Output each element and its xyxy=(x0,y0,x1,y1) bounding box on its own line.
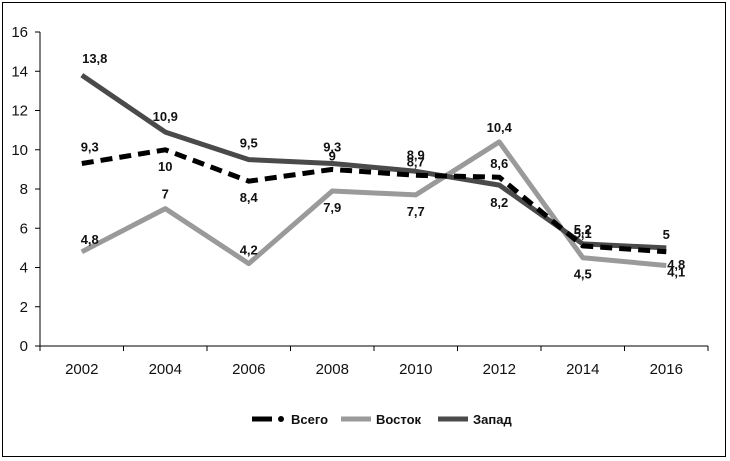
data-label: 5,2 xyxy=(574,222,592,237)
data-label: 4,1 xyxy=(667,265,685,280)
series-lines xyxy=(80,73,667,268)
data-label: 4,2 xyxy=(240,243,258,258)
data-label: 10 xyxy=(158,159,172,174)
data-label: 8,7 xyxy=(407,154,425,169)
y-tick-label: 2 xyxy=(20,299,28,316)
x-tick-label: 2014 xyxy=(566,361,599,378)
data-label: 9,3 xyxy=(81,139,99,154)
y-tick-label: 8 xyxy=(20,181,28,198)
data-label: 4,8 xyxy=(667,257,685,272)
y-tick-label: 0 xyxy=(20,338,28,355)
data-label: 10,4 xyxy=(487,120,513,135)
x-tick-label: 2004 xyxy=(149,361,182,378)
data-label: 7 xyxy=(162,187,169,202)
legend-label: Запад xyxy=(473,412,512,427)
x-tick-label: 2008 xyxy=(316,361,349,378)
x-tick-label: 2012 xyxy=(483,361,516,378)
legend-swatch-dot xyxy=(278,416,284,422)
data-label: 4,5 xyxy=(574,267,592,282)
y-tick-label: 4 xyxy=(20,260,28,277)
data-label: 9 xyxy=(329,148,336,163)
data-label: 8,2 xyxy=(490,195,508,210)
y-tick-label: 12 xyxy=(11,103,28,120)
x-tick-label: 2006 xyxy=(232,361,265,378)
data-label: 5 xyxy=(663,227,670,242)
chart-frame xyxy=(2,2,726,457)
y-tick-label: 16 xyxy=(11,24,28,41)
y-tick-label: 14 xyxy=(11,63,28,80)
data-label: 5,1 xyxy=(574,226,592,241)
series-line-1 xyxy=(80,139,667,268)
y-tick-label: 6 xyxy=(20,220,28,237)
data-label: 7,9 xyxy=(323,200,341,215)
data-label: 8,6 xyxy=(490,156,508,171)
data-label: 8,9 xyxy=(407,147,425,162)
data-label: 8,4 xyxy=(240,190,259,205)
data-label: 13,8 xyxy=(82,51,107,66)
data-label: 7,7 xyxy=(407,204,425,219)
data-label: 10,9 xyxy=(153,109,178,124)
x-tick-label: 2010 xyxy=(399,361,432,378)
series-line-0 xyxy=(81,147,667,255)
legend-item-2: Запад xyxy=(438,412,512,427)
legend-item-1: Восток xyxy=(341,412,422,427)
x-tick-label: 2002 xyxy=(65,361,98,378)
x-tick-label: 2016 xyxy=(650,361,683,378)
y-tick-label: 10 xyxy=(11,142,28,159)
legend-label: Восток xyxy=(376,412,422,427)
data-label: 9,5 xyxy=(240,136,258,151)
legend-label: Всего xyxy=(291,412,328,427)
data-label: 4,8 xyxy=(81,232,99,247)
legend-item-0: Всего xyxy=(252,412,328,427)
axes: 0 2 4 6 8 10 12 14 16 2002 2004 2006 2008 2010 2012 201… xyxy=(11,24,709,378)
data-label: 9,3 xyxy=(323,139,341,154)
legend: Всего Восток Запад xyxy=(252,412,512,427)
data-labels: 9,3 10 8,4 9 8,7 8,6 5,1 4,8 4,8 7 4,2 7,9 7,7 10,4 4,… xyxy=(81,51,686,282)
